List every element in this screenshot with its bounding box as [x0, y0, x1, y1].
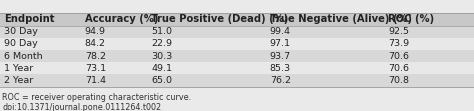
Text: Endpoint: Endpoint [4, 14, 55, 24]
Text: 6 Month: 6 Month [4, 52, 43, 61]
Text: 2 Year: 2 Year [4, 76, 34, 85]
Bar [0, 62, 474, 74]
Text: 30.3: 30.3 [151, 52, 173, 61]
Text: 78.2: 78.2 [85, 52, 106, 61]
Text: True Positive (Dead) (%): True Positive (Dead) (%) [151, 14, 289, 24]
Text: 65.0: 65.0 [151, 76, 172, 85]
Text: 76.2: 76.2 [270, 76, 291, 85]
Text: ROC = receiver operating characteristic curve.: ROC = receiver operating characteristic … [2, 93, 191, 102]
Bar [0, 38, 474, 50]
Text: 70.6: 70.6 [388, 64, 409, 73]
Text: 92.5: 92.5 [388, 27, 409, 36]
Text: 1 Year: 1 Year [4, 64, 34, 73]
Text: 93.7: 93.7 [270, 52, 291, 61]
Text: True Negative (Alive) (%): True Negative (Alive) (%) [270, 14, 412, 24]
Text: 49.1: 49.1 [151, 64, 172, 73]
Bar [0, 26, 474, 38]
Text: 97.1: 97.1 [270, 39, 291, 48]
Text: Accuracy (%): Accuracy (%) [85, 14, 158, 24]
Bar [0, 74, 474, 87]
Text: ROC (%): ROC (%) [388, 14, 434, 24]
Text: 85.3: 85.3 [270, 64, 291, 73]
Text: 51.0: 51.0 [151, 27, 172, 36]
Text: 70.6: 70.6 [388, 52, 409, 61]
Text: 70.8: 70.8 [388, 76, 409, 85]
Text: doi:10.1371/journal.pone.0111264.t002: doi:10.1371/journal.pone.0111264.t002 [2, 103, 162, 111]
Text: 99.4: 99.4 [270, 27, 291, 36]
Bar [0, 50, 474, 62]
Text: 94.9: 94.9 [85, 27, 106, 36]
Text: 22.9: 22.9 [151, 39, 172, 48]
Text: 73.1: 73.1 [85, 64, 106, 73]
Text: 30 Day: 30 Day [4, 27, 38, 36]
Text: 84.2: 84.2 [85, 39, 106, 48]
Text: 73.9: 73.9 [388, 39, 410, 48]
Text: 71.4: 71.4 [85, 76, 106, 85]
Text: 90 Day: 90 Day [4, 39, 38, 48]
Bar [0, 13, 474, 26]
